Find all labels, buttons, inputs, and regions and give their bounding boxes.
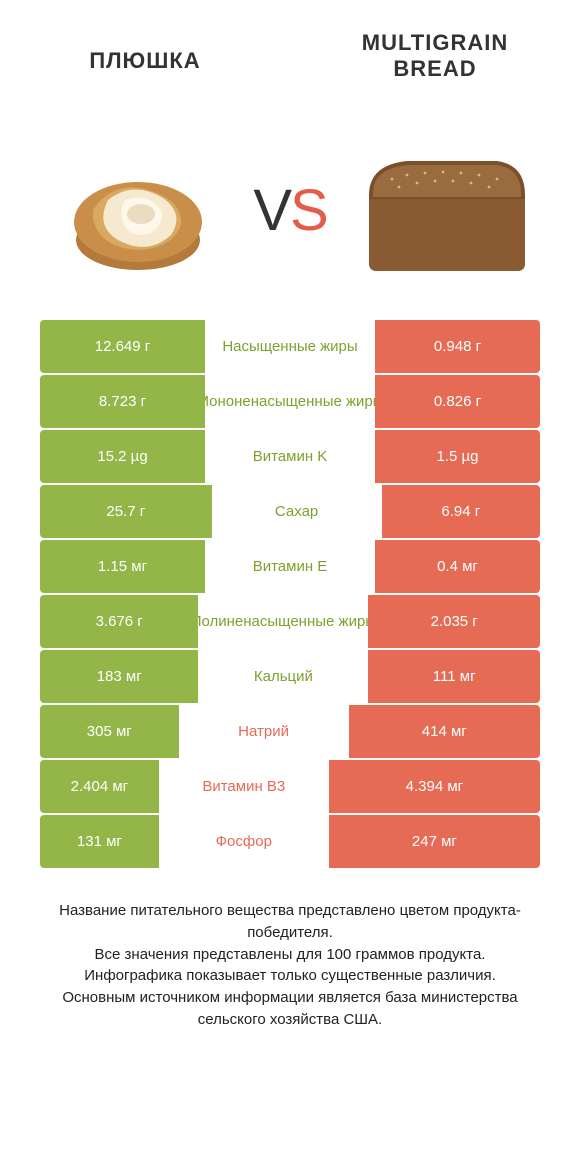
value-left: 131 мг	[40, 815, 159, 868]
value-right: 6.94 г	[382, 485, 540, 538]
title-left: ПЛЮШКА	[30, 30, 260, 74]
vs-v: V	[253, 178, 290, 243]
table-row: 3.676 гПолиненасыщенные жиры2.035 г	[40, 595, 540, 648]
value-left: 3.676 г	[40, 595, 198, 648]
food-left	[30, 140, 245, 280]
value-right: 0.948 г	[375, 320, 540, 373]
bread-icon	[347, 135, 537, 285]
table-row: 8.723 гМононенасыщенные жиры0.826 г	[40, 375, 540, 428]
value-left: 15.2 µg	[40, 430, 205, 483]
nutrient-label: Сахар	[212, 485, 382, 538]
value-right: 0.4 мг	[375, 540, 540, 593]
table-row: 15.2 µgВитамин K1.5 µg	[40, 430, 540, 483]
bun-icon	[53, 140, 223, 280]
value-left: 8.723 г	[40, 375, 205, 428]
nutrient-label: Фосфор	[159, 815, 329, 868]
nutrient-label: Насыщенные жиры	[205, 320, 375, 373]
nutrient-label: Полиненасыщенные жиры	[198, 595, 368, 648]
value-left: 25.7 г	[40, 485, 212, 538]
table-row: 25.7 гСахар6.94 г	[40, 485, 540, 538]
nutrient-label: Кальций	[198, 650, 368, 703]
table-row: 2.404 мгВитамин B34.394 мг	[40, 760, 540, 813]
nutrient-label: Натрий	[179, 705, 349, 758]
footer-note: Название питательного вещества представл…	[0, 870, 580, 1031]
value-left: 2.404 мг	[40, 760, 159, 813]
value-right: 0.826 г	[375, 375, 540, 428]
value-right: 2.035 г	[368, 595, 540, 648]
value-left: 183 мг	[40, 650, 198, 703]
nutrient-label: Витамин B3	[159, 760, 329, 813]
value-right: 414 мг	[349, 705, 540, 758]
nutrient-label: Витамин E	[205, 540, 375, 593]
food-right	[335, 135, 550, 285]
vs-label: VS	[245, 177, 334, 244]
table-row: 12.649 гНасыщенные жиры0.948 г	[40, 320, 540, 373]
nutrient-label: Мононенасыщенные жиры	[205, 375, 375, 428]
value-right: 4.394 мг	[329, 760, 540, 813]
nutrient-label: Витамин K	[205, 430, 375, 483]
header: ПЛЮШКА MULTIGRAINBREAD	[0, 0, 580, 120]
table-row: 131 мгФосфор247 мг	[40, 815, 540, 868]
vs-s: S	[290, 178, 327, 243]
table-row: 183 мгКальций111 мг	[40, 650, 540, 703]
value-right: 247 мг	[329, 815, 540, 868]
title-right: MULTIGRAINBREAD	[320, 30, 550, 83]
table-row: 1.15 мгВитамин E0.4 мг	[40, 540, 540, 593]
table-row: 305 мгНатрий414 мг	[40, 705, 540, 758]
value-left: 12.649 г	[40, 320, 205, 373]
value-right: 1.5 µg	[375, 430, 540, 483]
value-left: 1.15 мг	[40, 540, 205, 593]
value-right: 111 мг	[368, 650, 540, 703]
hero-row: VS	[0, 120, 580, 320]
comparison-table: 12.649 гНасыщенные жиры0.948 г8.723 гМон…	[0, 320, 580, 868]
value-left: 305 мг	[40, 705, 179, 758]
